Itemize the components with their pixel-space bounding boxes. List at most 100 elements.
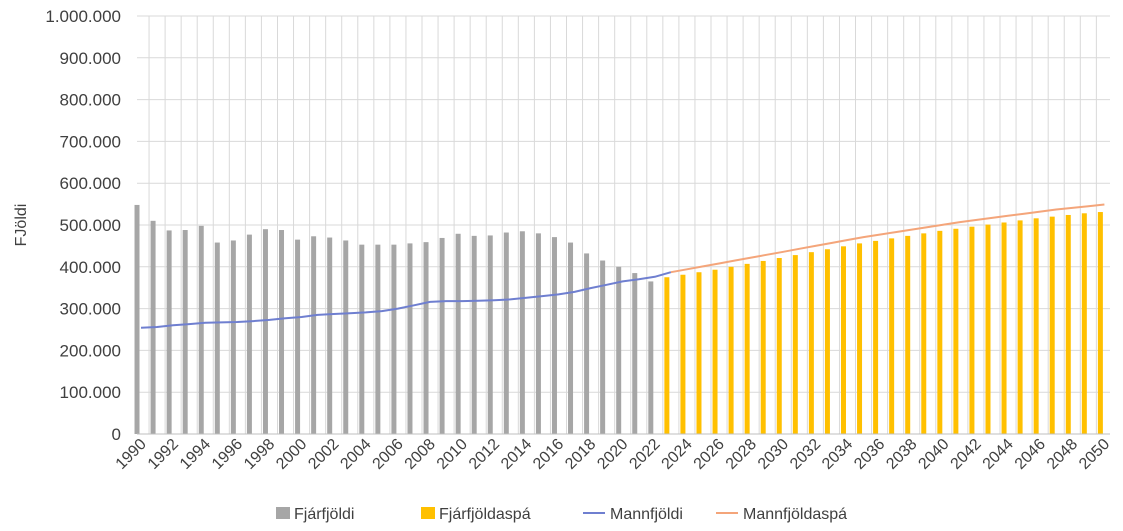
bar <box>985 224 991 434</box>
x-tick-label: 2024 <box>659 436 696 473</box>
bar <box>664 277 670 434</box>
legend-swatch <box>421 507 435 519</box>
x-tick-label: 2046 <box>1012 436 1049 473</box>
legend-label: Fjárfjöldaspá <box>439 506 531 523</box>
x-tick-label: 2030 <box>755 436 792 473</box>
legend-swatch <box>276 507 290 519</box>
bar <box>471 235 477 434</box>
x-tick-label: 2042 <box>948 436 985 473</box>
bar <box>1049 216 1055 434</box>
x-tick-label: 2018 <box>562 436 599 473</box>
bar <box>857 243 863 434</box>
legend-label: Fjárfjöldi <box>294 506 354 523</box>
y-tick-label: 1.000.000 <box>45 7 121 26</box>
x-tick-label: 2022 <box>626 436 663 473</box>
series-lines <box>140 203 1105 329</box>
y-tick-label: 600.000 <box>60 174 121 193</box>
x-tick-label: 1996 <box>209 436 246 473</box>
legend: Fjárfjöldi Fjárfjöldaspá Mannfjöldi Mannfjö… <box>276 506 847 523</box>
bar <box>824 249 830 434</box>
bar <box>1017 220 1023 434</box>
bar <box>776 258 782 434</box>
x-tick-labels: 1990199219941996199820002002200420062008… <box>113 436 1114 473</box>
y-axis-label: FJöldi <box>13 204 30 247</box>
x-tick-label: 2016 <box>530 436 567 473</box>
bar <box>551 237 557 434</box>
bar <box>937 230 943 434</box>
bar <box>808 252 814 434</box>
bar <box>535 233 541 434</box>
bar <box>519 231 525 434</box>
x-tick-label: 2008 <box>402 436 439 473</box>
bar <box>792 255 798 434</box>
y-tick-label: 300.000 <box>60 300 121 319</box>
bar <box>166 230 172 434</box>
bar <box>889 238 895 434</box>
y-tick-label: 700.000 <box>60 132 121 151</box>
x-tick-label: 2048 <box>1044 436 1081 473</box>
x-tick-label: 2034 <box>819 436 856 473</box>
bar <box>744 263 750 434</box>
bar <box>696 272 702 434</box>
y-tick-label: 0 <box>112 425 121 444</box>
x-tick-label: 2014 <box>498 436 535 473</box>
x-tick-label: 2004 <box>337 436 374 473</box>
bar <box>423 242 429 434</box>
y-tick-label: 900.000 <box>60 49 121 68</box>
x-tick-label: 2000 <box>273 436 310 473</box>
bar <box>648 281 654 434</box>
bar <box>1065 214 1071 434</box>
bar <box>1097 212 1103 434</box>
bar <box>375 244 381 434</box>
bar <box>439 237 445 434</box>
x-tick-label: 2032 <box>787 436 824 473</box>
x-tick-label: 2020 <box>594 436 631 473</box>
bar <box>584 253 590 434</box>
y-tick-labels: 0 100.000 200.000 300.000 400.000 500.000 600.… <box>45 7 121 444</box>
bar <box>728 266 734 434</box>
x-tick-label: 2010 <box>434 436 471 473</box>
bar <box>487 235 493 434</box>
bar <box>134 204 140 434</box>
grid-lines <box>137 15 1110 434</box>
bar <box>905 235 911 434</box>
x-tick-label: 2006 <box>370 436 407 473</box>
y-tick-label: 100.000 <box>60 383 121 402</box>
x-tick-label: 2026 <box>691 436 728 473</box>
bar <box>214 242 220 434</box>
x-tick-label: 2012 <box>466 436 503 473</box>
bar <box>1033 218 1039 434</box>
bar <box>712 269 718 434</box>
bar <box>953 228 959 434</box>
series-line <box>140 271 672 329</box>
bar <box>311 236 317 434</box>
x-tick-label: 2050 <box>1076 436 1113 473</box>
bar <box>182 230 188 434</box>
x-tick-label: 1992 <box>145 436 182 473</box>
bar <box>840 246 846 434</box>
bar <box>969 226 975 434</box>
bar <box>600 260 606 434</box>
bar <box>230 240 236 434</box>
bar <box>873 240 879 434</box>
x-tick-label: 2002 <box>305 436 342 473</box>
bar <box>568 242 574 434</box>
bar <box>359 244 365 434</box>
bar <box>1001 222 1007 434</box>
bar <box>1081 213 1087 434</box>
bar <box>503 232 509 434</box>
legend-label: Mannfjöldaspá <box>743 506 847 523</box>
bar <box>760 260 766 434</box>
series-line <box>670 203 1105 274</box>
bar <box>407 243 413 434</box>
bar <box>455 233 461 434</box>
bar <box>391 244 397 434</box>
x-tick-label: 2040 <box>915 436 952 473</box>
bar <box>327 237 333 434</box>
bar <box>343 240 349 434</box>
x-tick-label: 2044 <box>980 436 1017 473</box>
x-tick-label: 2036 <box>851 436 888 473</box>
bar <box>262 229 268 434</box>
bar <box>680 274 686 434</box>
